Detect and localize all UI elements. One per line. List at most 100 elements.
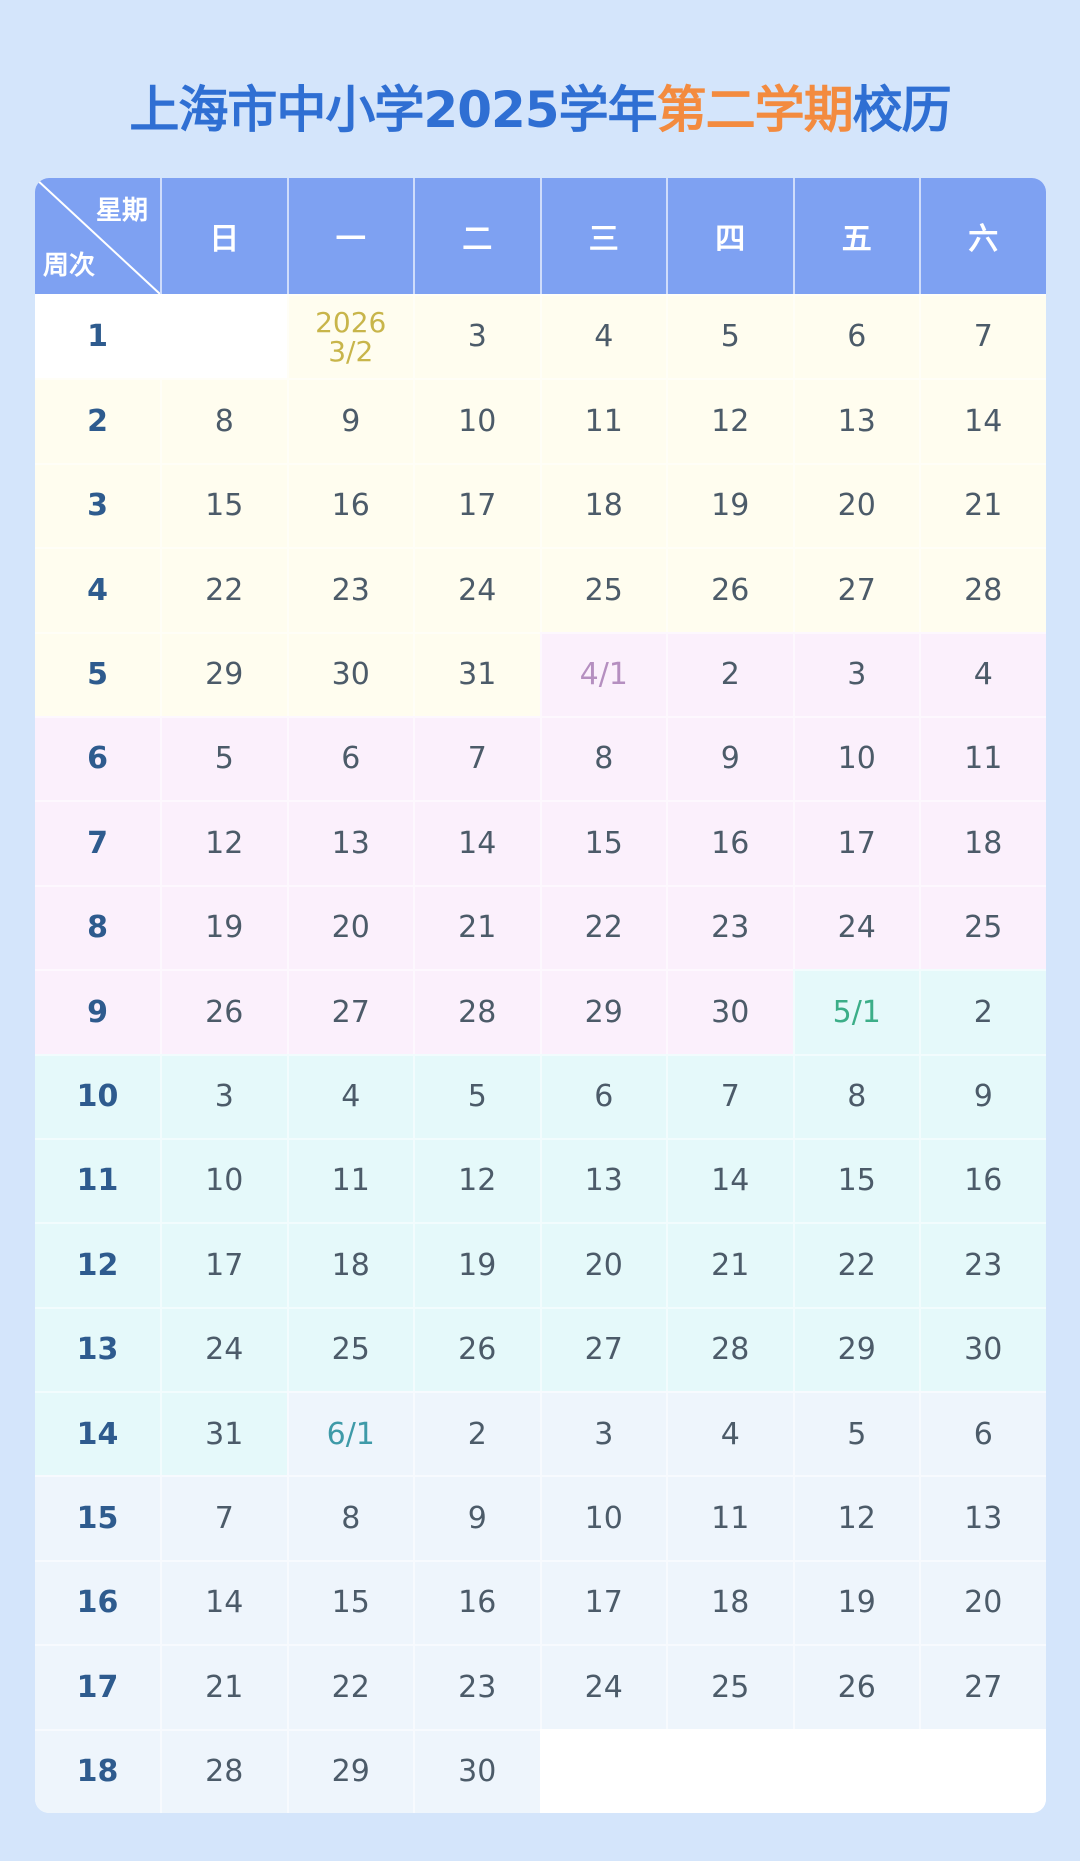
- day-cell: 8: [160, 378, 287, 463]
- day-cell: 14: [160, 1559, 287, 1645]
- day-cell: 27: [539, 1306, 666, 1392]
- week-number: 18: [35, 1728, 160, 1814]
- header-day: 六: [919, 178, 1046, 294]
- day-cell: 7: [160, 1475, 287, 1560]
- day-cell: 5: [413, 1053, 540, 1138]
- day-cell: 15: [792, 1137, 919, 1223]
- week-number: 4: [35, 547, 160, 632]
- day-cell: 11: [919, 715, 1046, 801]
- day-cell: 24: [792, 884, 919, 970]
- empty-cell: [919, 1728, 1046, 1814]
- day-cell: 22: [160, 547, 287, 632]
- week-number: 13: [35, 1306, 160, 1392]
- week-row: 18 28 29 30: [35, 1728, 1046, 1814]
- day-cell: 2: [666, 631, 793, 716]
- day-cell: 10: [160, 1137, 287, 1223]
- day-cell: 20: [792, 462, 919, 548]
- week-number: 6: [35, 715, 160, 801]
- day-cell: 27: [919, 1644, 1046, 1729]
- week-number: 10: [35, 1053, 160, 1138]
- week-row: 11 10 11 12 13 14 15 16: [35, 1137, 1046, 1223]
- week-row: 17 21 22 23 24 25 26 27: [35, 1644, 1046, 1729]
- week-row: 8 19 20 21 22 23 24 25: [35, 884, 1046, 970]
- day-cell: 27: [286, 969, 413, 1054]
- day-cell: 9: [666, 715, 793, 801]
- day-cell: 20: [539, 1222, 666, 1307]
- day-cell: 22: [286, 1644, 413, 1729]
- day-cell: 6: [919, 1391, 1046, 1476]
- day-cell: 31: [160, 1391, 287, 1476]
- week-row: 1 2026 3/2 3 4 5 6 7: [35, 294, 1046, 379]
- day-cell: 14: [919, 378, 1046, 463]
- title-part2: 校历: [852, 81, 952, 139]
- title-part1: 上海市中小学2025学年: [129, 81, 657, 139]
- day-cell: 5: [666, 294, 793, 379]
- day-cell: 9: [919, 1053, 1046, 1138]
- day-cell: 26: [160, 969, 287, 1054]
- week-row: 10 3 4 5 6 7 8 9: [35, 1053, 1046, 1138]
- day-cell: 23: [666, 884, 793, 970]
- day-cell: 6: [792, 294, 919, 379]
- day-cell: 16: [413, 1559, 540, 1645]
- day-cell: 30: [919, 1306, 1046, 1392]
- week-row: 14 31 6/1 2 3 4 5 6: [35, 1391, 1046, 1476]
- day-cell: 8: [539, 715, 666, 801]
- day-cell: 13: [919, 1475, 1046, 1560]
- corner-weekday-label: 星期: [95, 196, 148, 226]
- empty-cell: [666, 1728, 793, 1814]
- day-cell: 11: [539, 378, 666, 463]
- week-number: 2: [35, 378, 160, 463]
- day-cell: 28: [160, 1728, 287, 1814]
- day-cell: 23: [919, 1222, 1046, 1307]
- day-cell: 6: [286, 715, 413, 801]
- day-cell: 16: [286, 462, 413, 548]
- week-number: 14: [35, 1391, 160, 1476]
- corner-header: 星期 周次: [35, 178, 160, 294]
- week-row: 4 22 23 24 25 26 27 28: [35, 547, 1046, 632]
- week-number: 15: [35, 1475, 160, 1560]
- header-day: 三: [539, 178, 667, 294]
- day-cell: 30: [413, 1728, 540, 1814]
- day-cell: 13: [539, 1137, 666, 1223]
- calendar-body: 1 2026 3/2 3 4 5 6 7 2 8 9 10 11 12 13 14 3 15 16 17 18 19 20…: [35, 294, 1046, 1814]
- day-cell: 4: [919, 631, 1046, 716]
- day-cell: 11: [286, 1137, 413, 1223]
- day-cell: 18: [919, 800, 1046, 885]
- title-highlight: 第二学期: [656, 81, 854, 139]
- day-cell: 25: [539, 547, 666, 632]
- day-cell: 29: [539, 969, 666, 1054]
- week-number: 9: [35, 969, 160, 1054]
- day-cell: 29: [792, 1306, 919, 1392]
- week-number: 5: [35, 631, 160, 716]
- day-cell: 12: [792, 1475, 919, 1560]
- day-cell: 17: [160, 1222, 287, 1307]
- day-cell: 14: [413, 800, 540, 885]
- week-number: 7: [35, 800, 160, 885]
- week-row: 5 29 30 31 4/1 2 3 4: [35, 631, 1046, 716]
- header-day: 一: [286, 178, 414, 294]
- day-cell: 4: [539, 294, 666, 379]
- day-cell: 20: [286, 884, 413, 970]
- day-cell: 21: [160, 1644, 287, 1729]
- day-cell: 5: [160, 715, 287, 801]
- day-cell: 4/1: [539, 631, 666, 716]
- week-row: 3 15 16 17 18 19 20 21: [35, 462, 1046, 548]
- day-cell: 13: [286, 800, 413, 885]
- day-cell: 12: [413, 1137, 540, 1223]
- day-cell: 3: [160, 1053, 287, 1138]
- week-number: 8: [35, 884, 160, 970]
- day-cell: 26: [413, 1306, 540, 1392]
- day-cell: 30: [286, 631, 413, 716]
- day-cell: 19: [413, 1222, 540, 1307]
- day-cell: 24: [160, 1306, 287, 1392]
- day-cell: 15: [539, 800, 666, 885]
- empty-cell: [539, 1728, 666, 1814]
- day-cell: 3: [539, 1391, 666, 1476]
- day-cell: 25: [919, 884, 1046, 970]
- day-cell: 19: [160, 884, 287, 970]
- day-cell: 29: [286, 1728, 413, 1814]
- day-cell: 24: [413, 547, 540, 632]
- week-row: 13 24 25 26 27 28 29 30: [35, 1306, 1046, 1392]
- empty-cell: [160, 294, 287, 379]
- day-cell: 10: [413, 378, 540, 463]
